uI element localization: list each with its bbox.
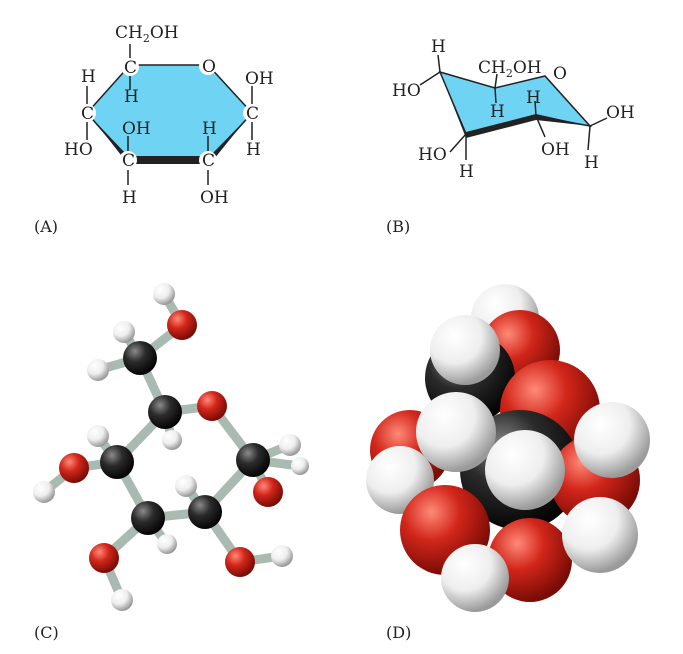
- panel-a-haworth: CH2OH C H O H C HO OH C H OH C H H C OH …: [34, 23, 274, 236]
- hydrogen-atom: [291, 457, 309, 475]
- hydrogen-atom: [441, 544, 509, 612]
- chair-c1-h-label: H: [584, 153, 599, 173]
- hydrogen-atom: [175, 475, 197, 497]
- hydrogen-atom: [574, 402, 650, 478]
- c5-h-label: H: [124, 87, 139, 107]
- chair-c3-ho-label: HO: [418, 145, 447, 165]
- chair-ch2oh-label: CH2OH: [478, 58, 542, 80]
- chair-ring-oxygen-label: O: [553, 64, 567, 84]
- c1-oh-label: OH: [245, 69, 274, 89]
- chair-c5-h-label: H: [490, 102, 505, 122]
- caption-c: (C): [34, 623, 59, 642]
- caption-a: (A): [34, 217, 58, 236]
- chair-c1-oh-label: OH: [606, 103, 635, 123]
- c3-oh-label: OH: [122, 119, 151, 139]
- hydrogen-atom: [157, 534, 177, 554]
- c6-ch2oh-label: CH2OH: [115, 23, 179, 45]
- carbon-atom: [188, 495, 222, 529]
- carbon-atom: [131, 501, 165, 535]
- hydrogen-atom: [113, 321, 135, 343]
- oxygen-atom: [167, 310, 197, 340]
- carbon-atom: [100, 445, 134, 479]
- c4-h-label: H: [81, 67, 96, 87]
- caption-d: (D): [386, 623, 411, 642]
- c5-label: C: [124, 58, 137, 78]
- oxygen-atom: [225, 547, 255, 577]
- chair-c4-h-label: H: [431, 37, 446, 57]
- chair-c4-ho-label: HO: [392, 81, 421, 101]
- haworth-atom-backgrounds: [78, 57, 261, 169]
- oxygen-atom: [488, 518, 572, 602]
- chair-c2-h-label: H: [526, 88, 541, 108]
- hydrogen-atom: [162, 430, 182, 450]
- c2-oh-label: OH: [200, 188, 229, 208]
- carbon-atom: [123, 341, 157, 375]
- oxygen-atom: [89, 543, 119, 573]
- hydrogen-atom: [562, 497, 638, 573]
- haworth-bonds: [86, 44, 253, 185]
- hydrogen-atom: [271, 545, 293, 567]
- c1-label: C: [246, 104, 259, 124]
- hydrogen-atom: [111, 589, 133, 611]
- c3-h-label: H: [122, 188, 137, 208]
- caption-b: (B): [386, 217, 410, 236]
- panel-d-space-filling: (D): [366, 284, 650, 642]
- c2-label: C: [202, 151, 215, 171]
- c1-h-label: H: [246, 140, 261, 160]
- c4-ho-label: HO: [64, 140, 93, 160]
- carbon-atom: [148, 395, 182, 429]
- hydrogen-atom: [153, 283, 175, 305]
- panel-b-chair: H HO CH2OH O H H OH OH H HO H (B): [386, 37, 635, 236]
- hydrogen-atom: [279, 434, 301, 456]
- chair-o-background: [552, 64, 570, 82]
- chair-bonds: [419, 54, 608, 160]
- c3-label: C: [122, 151, 135, 171]
- carbon-atom: [236, 443, 270, 477]
- chair-front-edge: [440, 72, 590, 138]
- hydrogen-atom: [430, 315, 500, 385]
- hydrogen-atom: [33, 481, 55, 503]
- chair-c2-oh-label: OH: [541, 140, 570, 160]
- c4-label: C: [81, 104, 94, 124]
- panel-c-ball-and-stick: (C): [33, 283, 309, 642]
- hydrogen-atom: [485, 430, 565, 510]
- ring-oxygen-atom: [197, 391, 227, 421]
- ring-oxygen-label: O: [202, 57, 216, 77]
- hydrogen-atom: [87, 425, 109, 447]
- haworth-ring: [85, 64, 254, 161]
- hydrogen-atom: [416, 392, 496, 472]
- c2-h-label: H: [202, 119, 217, 139]
- oxygen-atom: [253, 477, 283, 507]
- chair-c3-h-label: H: [459, 162, 474, 182]
- hydrogen-atom: [87, 359, 109, 381]
- oxygen-atom: [59, 453, 89, 483]
